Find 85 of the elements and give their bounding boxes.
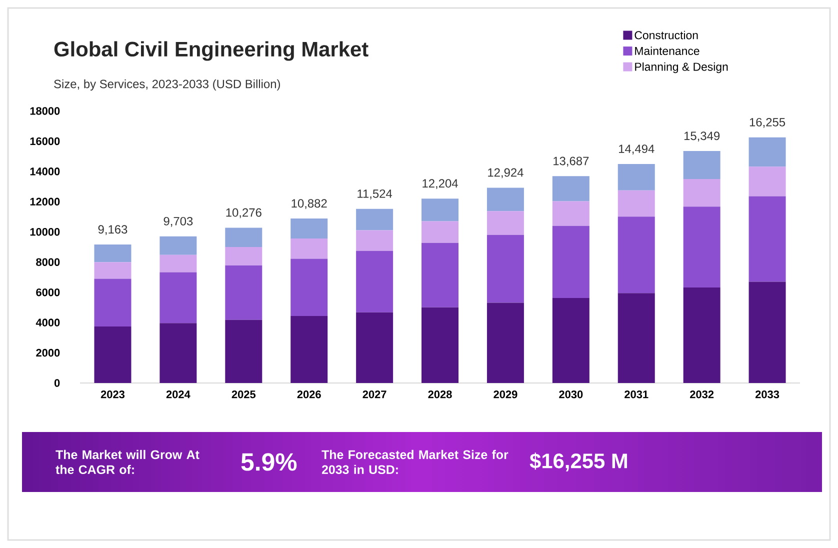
bar: [486, 302, 524, 383]
bar: [618, 190, 655, 217]
y-tick-label: 10000: [30, 228, 60, 236]
x-tick-label: 2031: [624, 390, 648, 398]
x-tick-label: 2028: [428, 390, 452, 398]
bar: [225, 246, 262, 266]
bar: [94, 244, 132, 262]
bar: [683, 287, 720, 383]
y-tick-label: 2000: [36, 348, 60, 357]
bar: [748, 282, 786, 383]
x-tick-label: 2033: [755, 390, 780, 398]
bar: [552, 226, 590, 298]
bar: [748, 166, 786, 196]
bar: [356, 312, 394, 383]
bar: [486, 211, 524, 235]
bar: [290, 258, 328, 316]
bar: [160, 323, 197, 383]
total-label: 10,882: [292, 199, 327, 210]
total-label: 12,204: [422, 179, 458, 190]
bar: [683, 206, 720, 288]
y-tick-label: 16000: [30, 137, 60, 146]
chart-title: Global Civil Engineering Market: [54, 41, 368, 61]
text: The Forecasted Market Size for 2033 in USD:: [322, 450, 508, 474]
x-tick-label: 2026: [297, 390, 321, 398]
total-label: 9,163: [98, 225, 128, 236]
bar: [552, 201, 590, 226]
y-tick-label: 12000: [30, 198, 60, 206]
legend-label: Planning & Design: [635, 62, 728, 74]
bar: [422, 242, 459, 308]
bar: [683, 151, 720, 179]
x-tick-label: 2025: [232, 390, 256, 398]
bar: [160, 272, 197, 324]
bar: [552, 176, 590, 202]
total-label: 16,255: [750, 118, 786, 128]
x-tick-label: 2030: [559, 390, 583, 398]
text: 5.9%: [241, 453, 297, 471]
bar: [486, 188, 524, 212]
bar: [225, 228, 262, 247]
x-tick-label: 2024: [166, 390, 190, 398]
y-tick-label: 14000: [30, 168, 60, 176]
bar: [618, 164, 655, 190]
total-label: 12,924: [488, 168, 524, 178]
bar: [552, 298, 590, 383]
bar: [94, 278, 132, 326]
y-tick-label: 4000: [36, 318, 60, 326]
legend-label: Construction: [634, 30, 698, 40]
bar: [290, 238, 328, 259]
bar: [160, 254, 197, 272]
bar: [94, 262, 132, 279]
bar: [160, 236, 197, 255]
bar: [618, 216, 655, 294]
chart-subtitle: Size, by Services, 2023-2033 (USD Billion): [54, 79, 280, 91]
bar: [356, 208, 394, 230]
x-tick-label: 2029: [494, 390, 518, 398]
bar: [290, 218, 328, 239]
total-label: 14,494: [618, 144, 654, 154]
y-tick-label: 18000: [30, 107, 60, 115]
total-label: 9,703: [164, 216, 193, 227]
y-tick-label: 0: [54, 379, 60, 387]
bar: [225, 265, 262, 320]
x-tick-label: 2023: [100, 390, 125, 398]
bar: [748, 137, 786, 167]
bar: [748, 196, 786, 282]
text: The Market will Grow At the CAGR of:: [56, 450, 200, 474]
bar: [683, 178, 720, 207]
bar: [618, 293, 655, 383]
bar: [486, 234, 524, 303]
bar: [94, 326, 132, 383]
x-tick-label: 2027: [362, 390, 386, 398]
y-tick-label: 8000: [36, 258, 60, 266]
bar: [290, 316, 328, 383]
total-label: 15,349: [684, 132, 720, 142]
bar: [422, 307, 459, 383]
total-label: 13,687: [554, 156, 589, 167]
y-tick-label: 6000: [36, 288, 60, 296]
bar: [422, 198, 459, 222]
text: $16,255 M: [530, 452, 627, 472]
x-tick-label: 2032: [690, 390, 714, 398]
bar: [356, 250, 394, 312]
total-label: 11,524: [358, 189, 392, 200]
bar: [225, 320, 262, 383]
legend-label: Maintenance: [635, 46, 700, 56]
bar: [422, 221, 459, 243]
bar: [356, 230, 394, 251]
total-label: 10,276: [226, 208, 262, 218]
